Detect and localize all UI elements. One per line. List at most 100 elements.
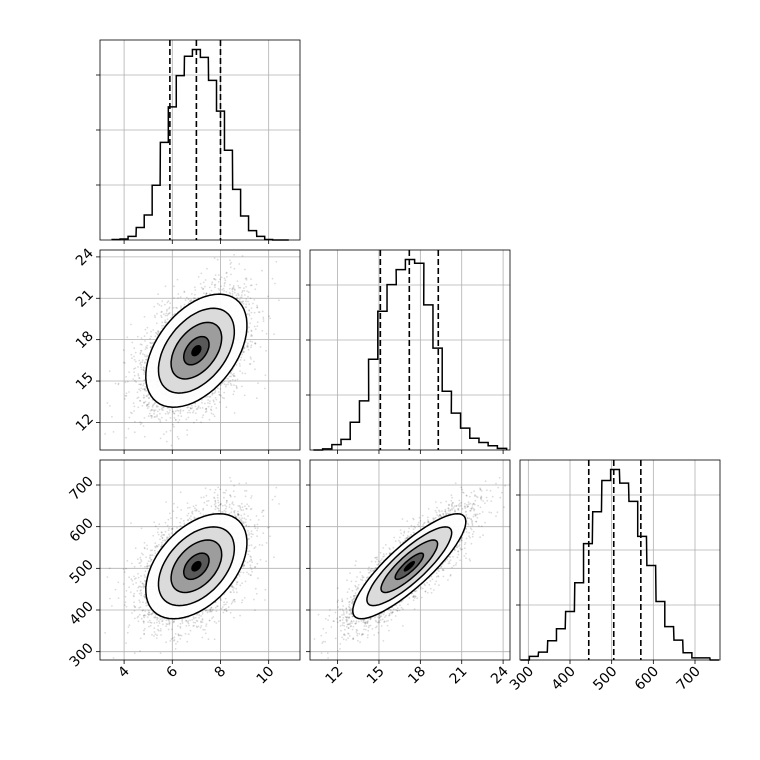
sample-point bbox=[132, 402, 135, 405]
sample-point bbox=[177, 414, 180, 417]
sample-point bbox=[137, 406, 140, 409]
sample-point bbox=[200, 272, 203, 275]
sample-point bbox=[140, 350, 143, 352]
hist-bin bbox=[683, 653, 692, 660]
sample-point bbox=[262, 318, 265, 320]
sample-point bbox=[215, 407, 218, 409]
sample-point bbox=[180, 305, 182, 307]
sample-point bbox=[161, 310, 163, 313]
sample-point bbox=[193, 421, 195, 424]
sample-point bbox=[146, 326, 149, 329]
sample-point bbox=[211, 394, 214, 396]
sample-point bbox=[183, 303, 186, 306]
sample-point bbox=[112, 431, 115, 433]
sample-point bbox=[214, 278, 217, 281]
sample-point bbox=[124, 381, 127, 384]
sample-point bbox=[206, 267, 208, 270]
sample-point bbox=[145, 394, 148, 397]
hist-bin bbox=[556, 629, 565, 660]
sample-point bbox=[137, 366, 139, 368]
sample-point bbox=[131, 412, 133, 415]
hist-bin bbox=[656, 602, 665, 660]
sample-point bbox=[137, 396, 140, 399]
sample-point bbox=[140, 368, 143, 371]
sample-point bbox=[137, 373, 140, 375]
sample-point bbox=[174, 410, 177, 413]
sample-point bbox=[201, 416, 204, 419]
sample-point bbox=[208, 418, 211, 421]
sample-point bbox=[144, 348, 147, 351]
sample-point bbox=[197, 405, 200, 408]
sample-point bbox=[185, 418, 188, 421]
hist-bin bbox=[152, 185, 160, 240]
sample-point bbox=[169, 302, 172, 305]
sample-point bbox=[223, 290, 226, 292]
sample-point bbox=[161, 324, 163, 327]
sample-point bbox=[153, 314, 156, 317]
sample-point bbox=[236, 378, 239, 381]
hist-bin bbox=[387, 285, 396, 450]
sample-point bbox=[245, 303, 248, 306]
sample-point bbox=[133, 347, 136, 350]
sample-point bbox=[247, 331, 250, 333]
sample-point bbox=[106, 402, 109, 404]
sample-point bbox=[111, 415, 113, 418]
sample-point bbox=[184, 299, 187, 302]
hist-bin bbox=[224, 150, 232, 240]
sample-point bbox=[247, 291, 250, 294]
sample-point bbox=[173, 285, 175, 288]
sample-point bbox=[131, 341, 134, 344]
sample-point bbox=[241, 353, 244, 356]
sample-point bbox=[134, 367, 137, 369]
sample-point bbox=[176, 278, 179, 281]
sample-point bbox=[162, 324, 165, 327]
sample-point bbox=[205, 410, 208, 413]
sample-point bbox=[252, 302, 254, 305]
sample-point bbox=[207, 402, 209, 404]
sample-point bbox=[235, 294, 238, 297]
sample-point bbox=[164, 321, 167, 324]
sample-point bbox=[154, 331, 157, 334]
sample-point bbox=[144, 386, 147, 388]
hist-bin bbox=[602, 480, 611, 660]
sample-point bbox=[146, 407, 149, 409]
sample-point bbox=[125, 392, 128, 395]
sample-point bbox=[145, 346, 148, 349]
sample-point bbox=[156, 302, 159, 305]
sample-point bbox=[223, 391, 226, 394]
sample-point bbox=[169, 429, 172, 432]
sample-point bbox=[134, 379, 136, 382]
sample-point bbox=[223, 397, 226, 400]
sample-point bbox=[213, 415, 216, 418]
sample-point bbox=[146, 355, 148, 358]
sample-point bbox=[158, 304, 161, 306]
sample-point bbox=[238, 362, 241, 365]
hist-bin bbox=[233, 189, 241, 240]
sample-point bbox=[241, 300, 244, 303]
sample-point bbox=[219, 278, 221, 281]
sample-point bbox=[254, 288, 257, 291]
sample-point bbox=[144, 389, 147, 392]
hist-bin bbox=[451, 413, 460, 450]
sample-point bbox=[155, 322, 158, 325]
sample-point bbox=[154, 335, 157, 338]
sample-point bbox=[229, 283, 231, 286]
sample-point bbox=[142, 397, 145, 399]
sample-point bbox=[186, 411, 189, 414]
sample-point bbox=[186, 429, 189, 431]
sample-point bbox=[255, 397, 258, 400]
hist-bin bbox=[144, 215, 152, 240]
sample-point bbox=[264, 387, 266, 390]
sample-point bbox=[214, 396, 217, 399]
sample-point bbox=[227, 383, 229, 386]
sample-point bbox=[142, 353, 144, 355]
hist-bin bbox=[176, 76, 184, 240]
sample-point bbox=[150, 342, 152, 345]
sample-point bbox=[238, 263, 241, 265]
sample-point bbox=[265, 349, 267, 352]
sample-point bbox=[133, 405, 136, 408]
sample-point bbox=[139, 423, 142, 426]
sample-point bbox=[233, 412, 236, 414]
sample-point bbox=[133, 374, 136, 377]
sample-point bbox=[143, 335, 146, 337]
